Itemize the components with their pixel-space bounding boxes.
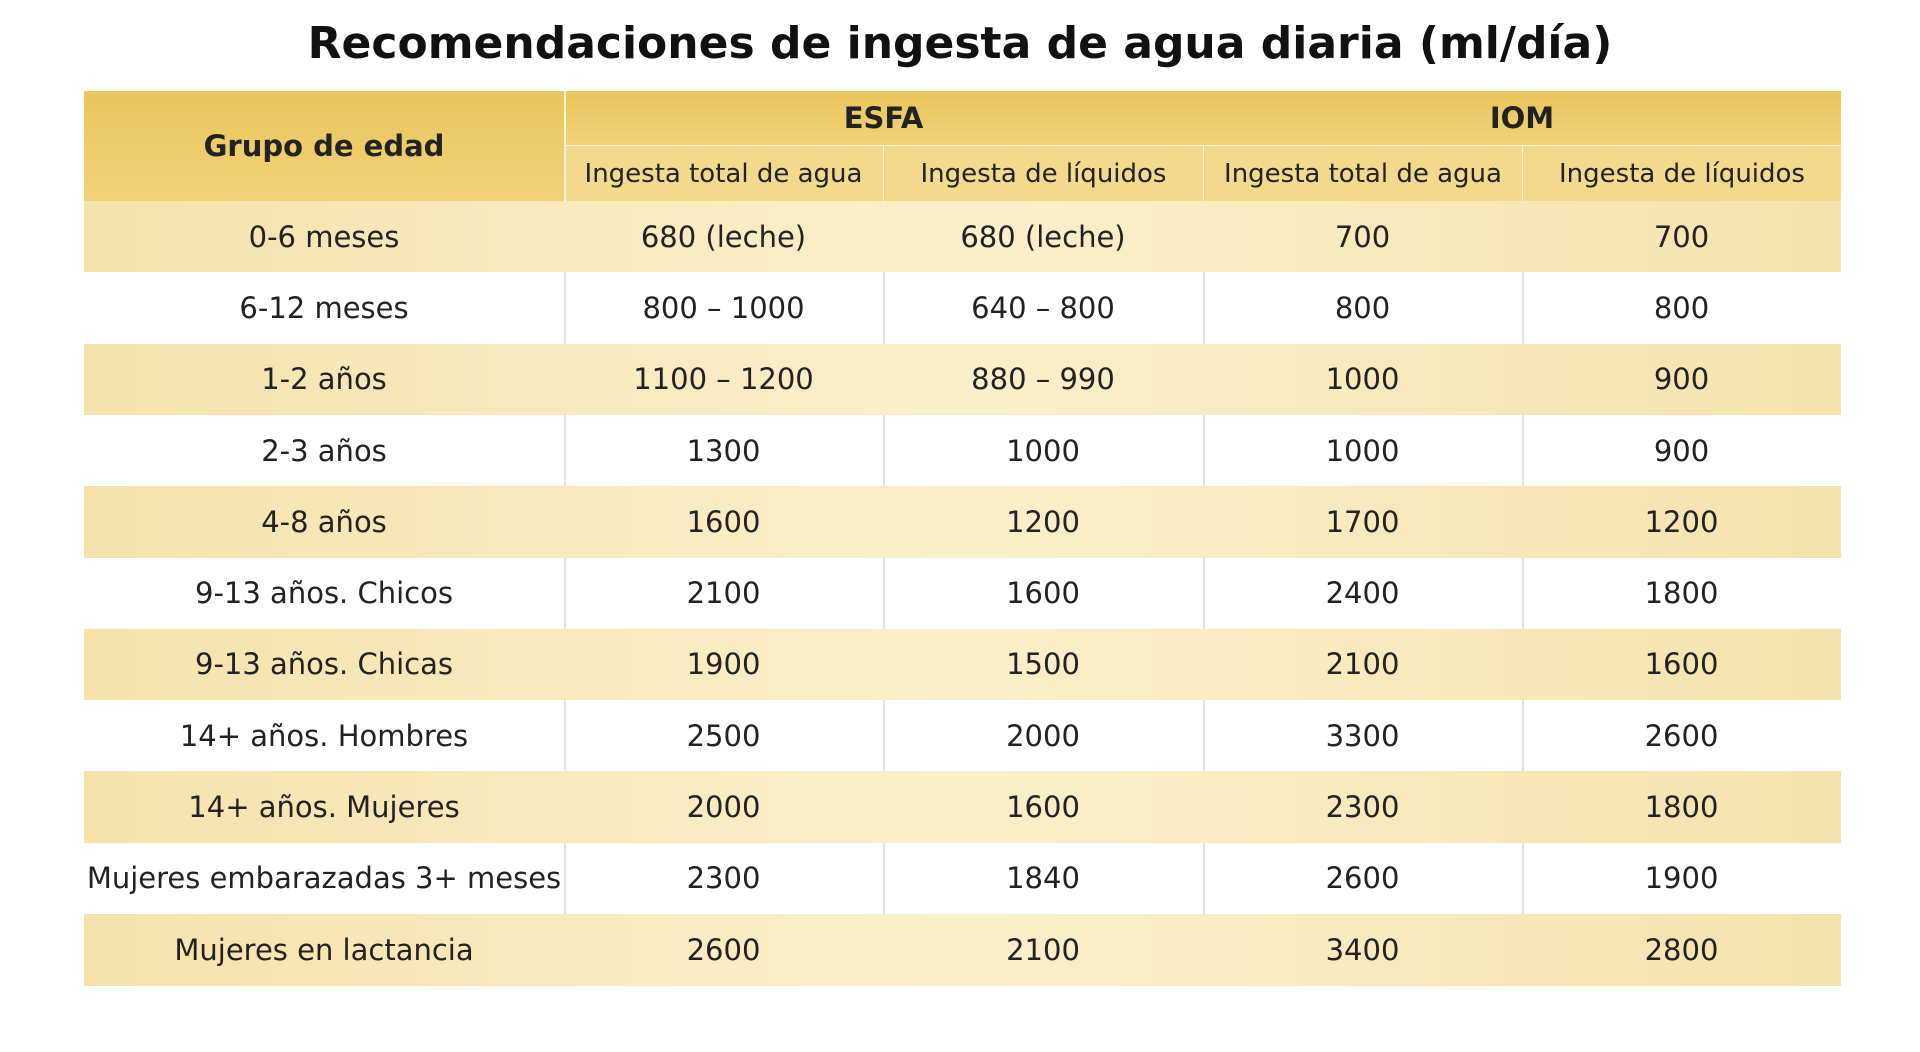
table-cell: 2300 — [686, 861, 761, 896]
row-label: 4-8 años — [261, 504, 387, 539]
column-header: Ingesta total de agua — [564, 145, 883, 201]
column-divider — [1203, 842, 1205, 914]
table-cell: 1600 — [1006, 790, 1080, 825]
table-cell: 700 — [1334, 219, 1391, 254]
table-cell: 2500 — [686, 718, 761, 753]
column-header: Ingesta de líquidos — [1522, 145, 1841, 201]
row-label: 0-6 meses — [248, 219, 400, 254]
column-divider — [564, 842, 566, 914]
table-cell: 1900 — [686, 647, 761, 682]
column-divider — [1522, 414, 1524, 487]
table-cell: 1700 — [1325, 504, 1400, 539]
row-band — [84, 414, 1841, 487]
row-label: 9-13 años. Chicas — [195, 647, 453, 682]
row-label: Mujeres en lactancia — [174, 932, 474, 967]
table-cell: 1600 — [1644, 647, 1719, 682]
row-band — [84, 842, 1841, 915]
column-divider — [1522, 700, 1524, 772]
table-cell: 700 — [1653, 219, 1710, 254]
table-cell: 1200 — [1006, 504, 1080, 539]
table-cell: 3300 — [1325, 718, 1400, 753]
table-cell: 900 — [1653, 433, 1710, 468]
title: Recomendaciones de ingesta de agua diari… — [307, 18, 1613, 69]
column-divider — [1522, 842, 1524, 914]
table-cell: 900 — [1653, 362, 1710, 397]
table-cell: 640 – 800 — [971, 290, 1115, 325]
table-cell: 2300 — [1325, 790, 1400, 825]
row-band — [84, 700, 1841, 772]
row-band — [84, 201, 1841, 273]
row-label: 14+ años. Hombres — [179, 718, 469, 753]
table-cell: 880 – 990 — [971, 362, 1115, 397]
row-label: 6-12 meses — [239, 290, 409, 325]
table-cell: 1800 — [1644, 576, 1719, 611]
table-cell: 1600 — [1006, 576, 1080, 611]
table-cell: 2800 — [1644, 932, 1719, 967]
column-divider — [1203, 414, 1205, 487]
table-cell: 800 — [1653, 290, 1710, 325]
table-cell: 1900 — [1644, 861, 1719, 896]
table-cell: 2400 — [1325, 576, 1400, 611]
table-cell: 1100 – 1200 — [633, 362, 814, 397]
row-header: Grupo de edad — [84, 91, 564, 201]
table-cell: 1500 — [1006, 647, 1080, 682]
table-cell: 680 (leche) — [960, 219, 1126, 254]
table-cell: 2100 — [1325, 647, 1400, 682]
row-band — [84, 771, 1841, 844]
table-cell: 2600 — [1644, 718, 1719, 753]
table-cell: 800 – 1000 — [642, 290, 805, 325]
header-divider — [564, 91, 566, 201]
row-label: 14+ años. Mujeres — [188, 790, 460, 825]
column-divider — [883, 557, 885, 629]
row-band — [84, 914, 1841, 986]
row-band — [84, 272, 1841, 345]
table-cell: 2100 — [1006, 932, 1080, 967]
column-divider — [1203, 272, 1205, 344]
column-divider — [883, 700, 885, 772]
table-cell: 1840 — [1006, 861, 1080, 896]
column-divider — [564, 700, 566, 772]
column-divider — [1203, 700, 1205, 772]
table-cell: 800 — [1334, 290, 1391, 325]
table-cell: 2600 — [686, 932, 761, 967]
row-label: Mujeres embarazadas 3+ meses — [86, 861, 562, 896]
table-cell: 1600 — [686, 504, 761, 539]
column-divider — [883, 842, 885, 914]
column-divider — [564, 272, 566, 344]
table-cell: 2100 — [686, 576, 761, 611]
column-divider — [564, 414, 566, 487]
table-cell: 1800 — [1644, 790, 1719, 825]
column-header: Ingesta total de agua — [1203, 145, 1522, 201]
group-header: ESFA — [564, 91, 1203, 145]
row-label: 1-2 años — [261, 362, 387, 397]
column-divider — [1522, 272, 1524, 344]
column-divider — [564, 557, 566, 629]
table-cell: 2600 — [1325, 861, 1400, 896]
column-divider — [883, 272, 885, 344]
table-cell: 1300 — [686, 433, 761, 468]
row-band — [84, 628, 1841, 701]
column-divider — [1203, 557, 1205, 629]
table-cell: 680 (leche) — [640, 219, 807, 254]
table-cell: 1000 — [1325, 433, 1400, 468]
table-cell: 2000 — [1006, 718, 1080, 753]
row-label: 9-13 años. Chicos — [195, 576, 453, 611]
table-cell: 2000 — [686, 790, 761, 825]
table-cell: 1000 — [1006, 433, 1080, 468]
table-cell: 1200 — [1644, 504, 1719, 539]
row-label: 2-3 años — [261, 433, 387, 468]
group-header: IOM — [1203, 91, 1841, 145]
column-divider — [883, 414, 885, 487]
column-divider — [1522, 557, 1524, 629]
table-cell: 3400 — [1325, 932, 1400, 967]
row-band — [84, 486, 1841, 558]
row-band — [84, 343, 1841, 416]
row-band — [84, 557, 1841, 630]
column-header: Ingesta de líquidos — [883, 145, 1203, 201]
table-cell: 1000 — [1325, 362, 1400, 397]
